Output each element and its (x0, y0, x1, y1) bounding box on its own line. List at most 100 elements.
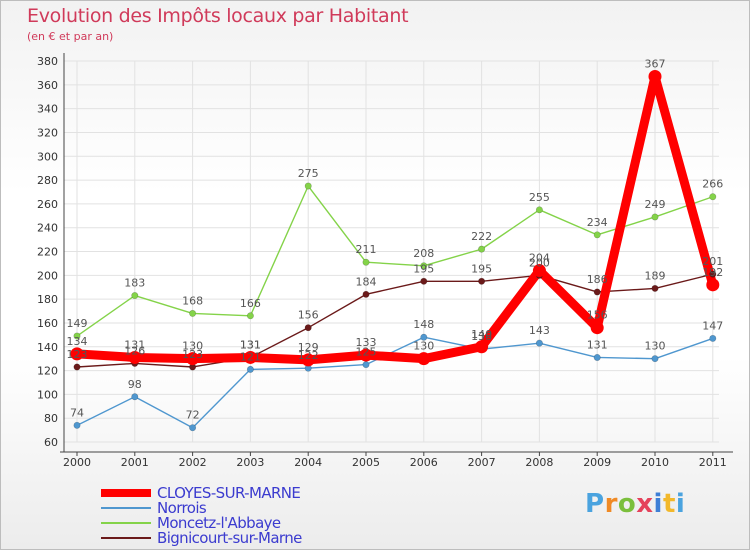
data-label-1: 72 (186, 409, 200, 422)
data-label-0: 129 (298, 341, 319, 354)
data-point-0 (706, 278, 720, 292)
data-label-3: 156 (298, 309, 319, 322)
data-label-2: 255 (529, 191, 550, 204)
data-point-3 (304, 324, 312, 332)
y-tick-label: 140 (37, 341, 58, 354)
x-tick-label: 2003 (236, 456, 264, 469)
x-tick-label: 2002 (179, 456, 207, 469)
logo-letter: t (662, 489, 676, 519)
data-label-0: 367 (645, 57, 666, 70)
data-label-3: 195 (413, 262, 434, 275)
data-point-2 (478, 245, 486, 253)
data-point-2 (246, 312, 254, 320)
x-tick-label: 2004 (294, 456, 322, 469)
data-point-0 (243, 350, 257, 364)
legend-swatch-cloyes (101, 488, 151, 497)
data-label-3: 123 (182, 348, 203, 361)
y-tick-label: 220 (37, 246, 58, 259)
y-tick-label: 340 (37, 103, 58, 116)
y-tick-label: 380 (37, 55, 58, 68)
x-tick-label: 2006 (410, 456, 438, 469)
data-label-1: 98 (128, 378, 142, 391)
data-point-1 (131, 393, 139, 401)
y-tick-label: 280 (37, 174, 58, 187)
x-tick-label: 2008 (525, 456, 553, 469)
data-point-0 (301, 353, 315, 367)
data-point-1 (535, 339, 543, 347)
y-tick-label: 100 (37, 388, 58, 401)
y-tick-label: 360 (37, 79, 58, 92)
logo-letter: r (604, 489, 618, 519)
legend-swatch-moncetz (101, 521, 151, 524)
data-point-2 (362, 258, 370, 266)
x-tick-label: 2010 (641, 456, 669, 469)
data-point-2 (593, 231, 601, 239)
data-label-1: 131 (587, 338, 608, 351)
x-tick-label: 2000 (63, 456, 91, 469)
y-tick-label: 60 (44, 436, 58, 449)
data-label-2: 208 (413, 247, 434, 260)
logo-letter: x (636, 489, 654, 519)
series-line-1 (76, 336, 714, 429)
data-point-1 (362, 361, 370, 369)
data-point-2 (709, 193, 717, 201)
data-point-0 (590, 321, 604, 335)
legend-swatch-norrois (101, 506, 151, 509)
legend-item-norrois[interactable]: Norrois (101, 499, 302, 517)
data-label-1: 121 (240, 350, 261, 363)
data-point-0 (186, 352, 200, 366)
x-tick-label: 2001 (121, 456, 149, 469)
data-label-2: 166 (240, 297, 261, 310)
data-point-0 (532, 264, 546, 278)
data-label-2: 266 (702, 178, 723, 191)
data-label-3: 186 (587, 273, 608, 286)
data-label-2: 183 (124, 277, 145, 290)
y-tick-label: 200 (37, 269, 58, 282)
data-label-3: 189 (645, 269, 666, 282)
data-point-2 (304, 182, 312, 190)
data-label-0: 140 (471, 328, 492, 341)
data-point-1 (73, 421, 81, 429)
logo-letter: i (675, 489, 686, 519)
legend-label-cloyes: CLOYES-SUR-MARNE (157, 483, 301, 502)
data-label-1: 148 (413, 318, 434, 331)
legend-item-cloyes[interactable]: CLOYES-SUR-MARNE (101, 483, 302, 502)
data-label-0: 133 (356, 336, 377, 349)
data-label-0: 192 (702, 266, 723, 279)
data-point-0 (359, 348, 373, 362)
legend-label-moncetz: Moncetz-l'Abbaye (157, 513, 281, 532)
data-label-3: 184 (356, 275, 377, 288)
x-tick-label: 2009 (583, 456, 611, 469)
data-point-2 (73, 332, 81, 340)
chart-legend: CLOYES-SUR-MARNE Norrois Moncetz-l'Abbay… (101, 483, 302, 547)
data-point-0 (417, 352, 431, 366)
data-label-0: 130 (182, 340, 203, 353)
y-tick-label: 160 (37, 317, 58, 330)
data-point-3 (593, 288, 601, 296)
data-label-1: 74 (70, 406, 84, 419)
y-tick-label: 260 (37, 198, 58, 211)
data-point-2 (189, 309, 197, 317)
data-label-1: 138 (471, 330, 492, 343)
data-label-3: 195 (471, 262, 492, 275)
chart-title: Evolution des Impôts locaux par Habitant (27, 5, 409, 27)
x-tick-label: 2005 (352, 456, 380, 469)
data-label-0: 134 (67, 335, 88, 348)
data-label-1: 147 (702, 319, 723, 332)
data-label-0: 156 (587, 309, 608, 322)
data-label-2: 211 (356, 243, 377, 256)
logo-letter: i (653, 489, 663, 519)
data-label-0: 130 (413, 340, 434, 353)
legend-item-moncetz[interactable]: Moncetz-l'Abbaye (101, 513, 302, 532)
data-point-1 (651, 355, 659, 363)
data-point-3 (420, 277, 428, 285)
legend-item-bignicourt[interactable]: Bignicourt-sur-Marne (101, 529, 302, 547)
data-point-2 (420, 262, 428, 270)
data-point-2 (535, 206, 543, 214)
data-point-0 (128, 350, 142, 364)
x-tick-label: 2007 (468, 456, 496, 469)
chart-subtitle: (en € et par an) (27, 30, 114, 43)
data-label-1: 143 (529, 324, 550, 337)
y-tick-label: 180 (37, 293, 58, 306)
